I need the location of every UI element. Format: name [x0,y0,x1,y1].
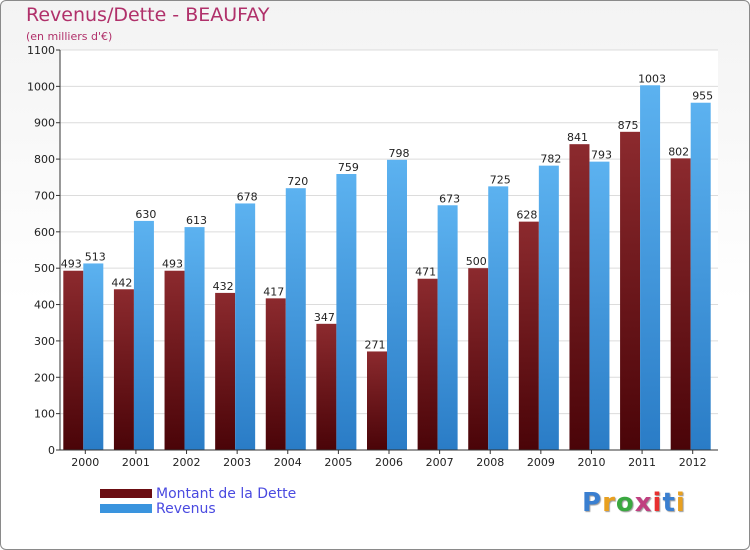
y-tick-label: 800 [34,153,55,166]
x-tick-label: 2001 [122,456,150,469]
data-label: 271 [365,338,386,351]
data-label: 678 [237,190,258,203]
bar-revenus [83,263,104,450]
bar-dette [468,268,489,450]
bar-revenus [538,165,559,451]
bar-dette [670,158,691,450]
x-tick-label: 2005 [324,456,352,469]
x-tick-label: 2000 [71,456,99,469]
y-tick-label: 0 [48,444,55,457]
x-tick-label: 2002 [173,456,201,469]
x-tick-label: 2011 [628,456,656,469]
axes: 0 100 200 300 400 500 600 700 800 900 1000 1100 2000… [27,44,718,469]
legend-label-revenus: Revenus [156,500,216,517]
legend: Montant de la Dette Revenus [100,485,297,517]
bar-dette [417,278,438,450]
y-tick-label: 900 [34,117,55,130]
legend-label-debt: Montant de la Dette [156,485,297,502]
bar-revenus [437,205,458,450]
data-label: 841 [567,131,588,144]
data-label: 432 [213,280,234,293]
x-tick-label: 2012 [679,456,707,469]
data-label: 471 [415,266,436,279]
data-label: 613 [186,214,207,227]
x-tick-label: 2006 [375,456,403,469]
data-label: 493 [162,258,183,271]
bar-dette [367,351,387,450]
bar-revenus [640,85,661,450]
x-tick-label: 2008 [476,456,504,469]
data-labels: 4935134426304936134326784177203477592717… [61,72,713,351]
data-label: 793 [591,149,612,162]
legend-item-debt: Montant de la Dette [100,485,297,502]
bar-revenus [235,203,256,450]
data-label: 955 [692,90,713,103]
y-tick-label: 600 [34,226,55,239]
x-tick-label: 2007 [426,456,454,469]
bar-dette [316,323,337,450]
data-label: 628 [516,209,537,222]
logo-letter: r [602,488,616,518]
y-tick-label: 1100 [27,44,55,57]
data-label: 782 [540,153,561,166]
x-tick-label: 2003 [223,456,251,469]
bar-dette [164,270,185,450]
bar-revenus [387,159,407,450]
bar-revenus [488,186,509,450]
logo-letter: i [675,488,686,518]
y-tick-label: 700 [34,189,55,202]
chart-title: Revenus/Dette - BEAUFAY [26,4,270,26]
y-tick-label: 200 [34,371,55,384]
data-label: 417 [263,285,284,298]
logo-letter: i [652,488,663,518]
y-tick-label: 1000 [27,80,55,93]
bar-dette [569,144,590,450]
bar-revenus [336,174,357,450]
data-label: 630 [135,208,156,221]
bar-revenus [184,227,205,450]
y-tick-label: 500 [34,262,55,275]
data-label: 442 [111,276,132,289]
data-label: 759 [338,161,359,174]
logo-letter: x [634,488,653,518]
bar-revenus [285,188,306,450]
data-label: 347 [314,311,335,324]
data-label: 725 [490,173,511,186]
data-label: 500 [466,255,487,268]
bar-revenus [690,102,711,451]
y-tick-label: 300 [34,335,55,348]
data-label: 798 [389,147,410,160]
y-tick-label: 400 [34,299,55,312]
chart-subtitle: (en milliers d'€) [26,30,113,43]
data-label: 493 [61,258,82,271]
logo-letter: t [662,488,676,518]
data-label: 513 [85,250,106,263]
legend-swatch-revenus [100,504,152,513]
x-tick-label: 2004 [274,456,302,469]
logo-letter: o [615,488,635,518]
bar-dette [63,270,84,450]
legend-item-revenus: Revenus [100,500,296,517]
bar-revenus [133,220,154,450]
bar-dette [518,221,539,450]
proxiti-logo: Proxiti [582,488,686,518]
bar-dette [113,289,134,450]
logo-letter: P [582,488,603,518]
x-tick-label: 2010 [577,456,605,469]
bar-dette [620,131,641,450]
data-label: 1003 [638,72,666,85]
data-label: 720 [287,175,308,188]
data-label: 875 [618,119,639,132]
data-label: 673 [439,192,460,205]
bars [63,85,711,451]
legend-swatch-debt [100,489,152,498]
y-tick-label: 100 [34,408,55,421]
x-tick-label: 2009 [527,456,555,469]
bar-revenus [589,161,610,451]
bar-dette [265,298,286,450]
bar-dette [215,292,236,450]
data-label: 802 [668,145,689,158]
